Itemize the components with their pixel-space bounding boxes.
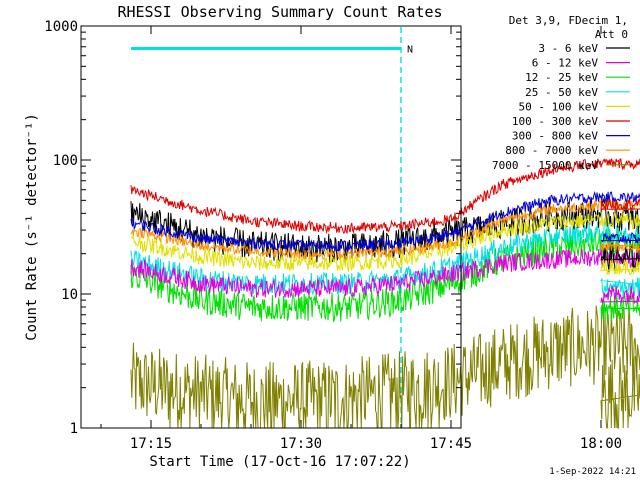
- observing-mode-annotations: NNS: [131, 27, 413, 427]
- x-tick-label: 18:00: [580, 436, 622, 452]
- x-axis-label: Start Time (17-Oct-16 17:07:22): [149, 454, 410, 470]
- series-line: [130, 157, 640, 235]
- legend-entry-label: 300 - 800 keV: [512, 130, 598, 143]
- legend-header: Att 0: [595, 28, 628, 41]
- x-tick-label: 17:15: [130, 436, 172, 452]
- y-axis-label: Count Rate (s⁻¹ detector⁻¹): [24, 113, 40, 341]
- legend-entry-label: 800 - 7000 keV: [505, 144, 598, 157]
- series-line: [130, 198, 640, 261]
- series-line: [130, 248, 640, 305]
- y-axis-ticks: 1 10 100 1000: [44, 19, 461, 437]
- plot-frame: [80, 25, 462, 429]
- series-line: [130, 228, 640, 323]
- legend-entry-label: 100 - 300 keV: [512, 115, 598, 128]
- y-tick-label: 10: [61, 287, 78, 303]
- y-tick-label: 100: [53, 153, 78, 169]
- footer-timestamp: 1-Sep-2022 14:21: [549, 467, 636, 477]
- mode-label: N: [407, 44, 413, 55]
- legend-entry-label: 12 - 25 keV: [525, 71, 598, 84]
- legend-entry-label: 50 - 100 keV: [519, 100, 599, 113]
- y-tick-label: 1000: [44, 19, 78, 35]
- series-line: [130, 220, 640, 299]
- legend-header: Det 3,9, FDecim 1,: [509, 14, 628, 27]
- chart-title: RHESSI Observing Summary Count Rates: [117, 3, 442, 21]
- series-line: [130, 197, 640, 272]
- legend-entry-label: 25 - 50 keV: [525, 86, 598, 99]
- legend-entry-label: 3 - 6 keV: [538, 42, 598, 55]
- series-line: [130, 191, 640, 252]
- series-line: [130, 211, 640, 276]
- series-line: [130, 305, 640, 429]
- x-tick-label: 17:45: [430, 436, 472, 452]
- series-lines: [130, 157, 640, 429]
- legend-entry-label: 7000 - 15000 keV: [492, 159, 598, 172]
- legend-entry-label: 6 - 12 keV: [532, 57, 599, 70]
- x-tick-label: 17:30: [280, 436, 322, 452]
- y-tick-label: 1: [70, 421, 78, 437]
- legend: Det 3,9, FDecim 1,Att 03 - 6 keV 6 - 12 k…: [492, 14, 630, 172]
